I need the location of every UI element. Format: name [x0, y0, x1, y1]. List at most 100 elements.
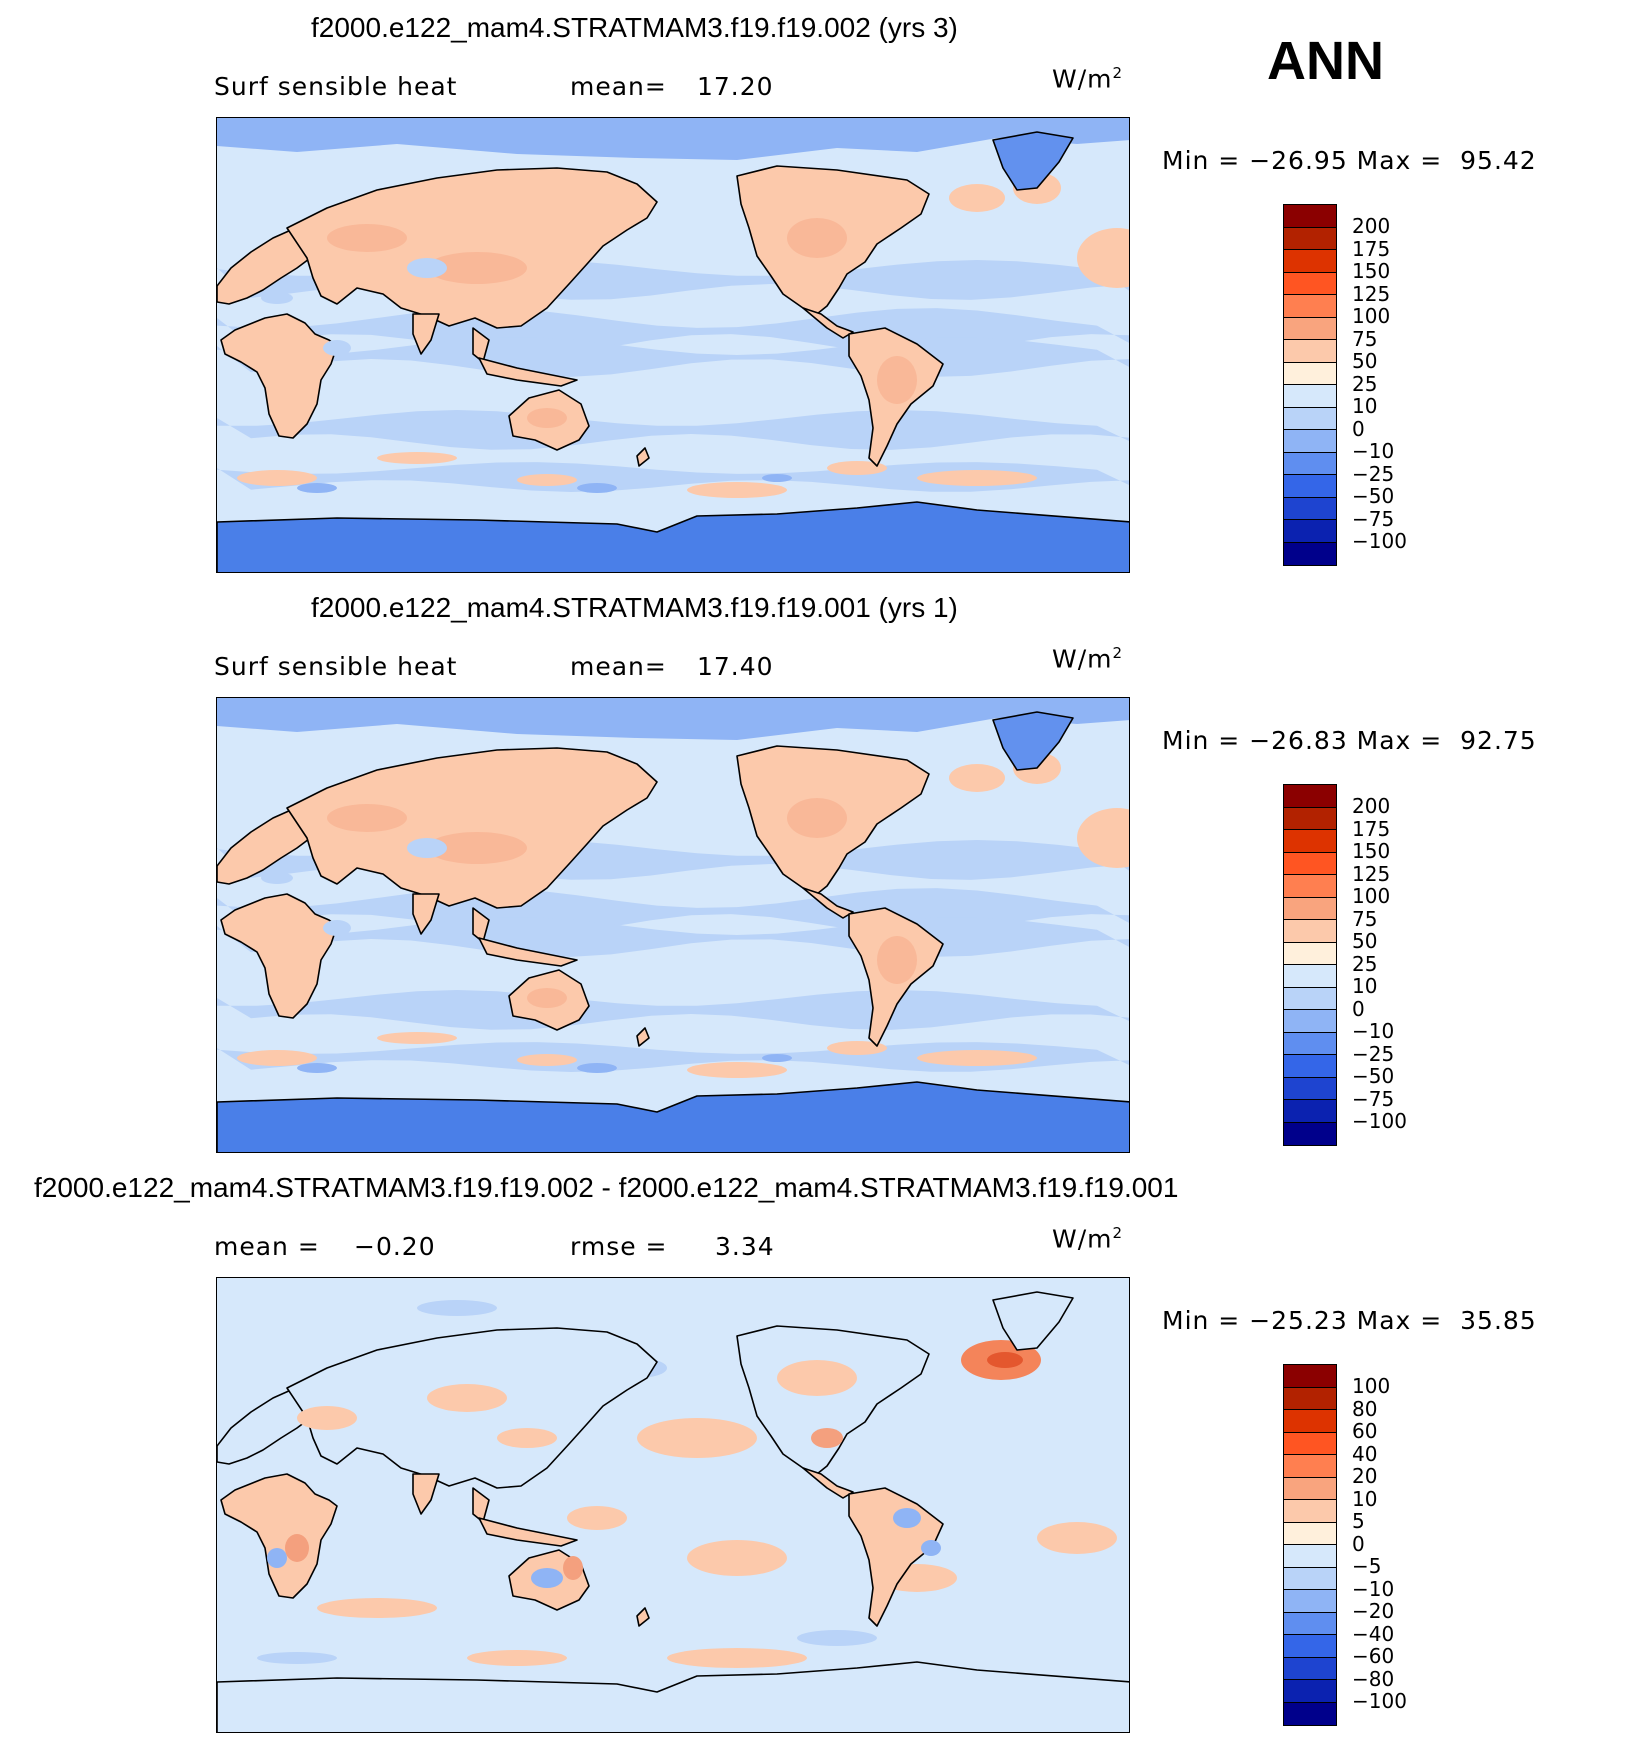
contour-patch [777, 1360, 857, 1396]
colorbar-swatch [1284, 807, 1336, 830]
colorbar-swatch [1284, 497, 1336, 520]
colorbar-tick-label: 60 [1352, 1419, 1378, 1443]
colorbar-tick-label: 50 [1352, 929, 1378, 953]
coastline-africa [220, 313, 338, 439]
contour-patch [237, 470, 317, 486]
colorbar-tick-label: 20 [1352, 1464, 1378, 1488]
contour-patch [427, 832, 527, 864]
colorbar-swatch [1284, 1387, 1336, 1410]
contour-patch [949, 184, 1005, 212]
contour-patch [567, 1506, 627, 1530]
contour-patch [787, 798, 847, 838]
world-map [216, 697, 1130, 1153]
coastline-india [412, 1473, 440, 1515]
contour-patch [762, 1054, 792, 1062]
coastline-indonesia [478, 937, 578, 967]
coastline-nz [636, 447, 650, 467]
colorbar-swatch [1284, 1545, 1336, 1568]
contour-patch [297, 1063, 337, 1073]
colorbar-tick-label: 10 [1352, 394, 1378, 418]
colorbar-tick-label: 25 [1352, 371, 1378, 396]
colorbar-tick-label: −100 [1352, 1109, 1407, 1133]
colorbar-swatch [1284, 227, 1336, 250]
contour-patch [563, 1556, 583, 1580]
contour-patch [1037, 1522, 1117, 1554]
colorbar-swatch [1284, 317, 1336, 340]
coastline-antarctica [217, 1081, 1129, 1152]
colorbar-swatch [1284, 1567, 1336, 1590]
colorbar-swatch [1284, 1635, 1336, 1658]
field-name: Surf sensible heat [214, 72, 458, 101]
panel-title: f2000.e122_mam4.STRATMAM3.f19.f19.002 - … [34, 1172, 1179, 1203]
colorbar-swatch [1284, 1477, 1336, 1500]
colorbar-swatch [1284, 1612, 1336, 1635]
contour-patch [637, 1418, 757, 1458]
coastline-indonesia [478, 357, 578, 387]
colorbar-swatch [1284, 1055, 1336, 1078]
colorbar-tick-label: −50 [1352, 1064, 1395, 1088]
contour-patch [1077, 228, 1129, 288]
colorbar-swatch [1284, 1077, 1336, 1100]
contour-patch [687, 1062, 787, 1078]
colorbar-tick-label: −10 [1352, 439, 1395, 463]
colorbar-swatch [1284, 920, 1336, 943]
colorbar-tick-label: 100 [1352, 1374, 1391, 1398]
colorbar-tick-label: 75 [1352, 906, 1378, 931]
contour-patch [917, 1050, 1037, 1066]
mean-value: 17.40 [697, 652, 774, 681]
colorbar-swatch [1284, 430, 1336, 453]
colorbar-swatch [1284, 897, 1336, 920]
colorbar-swatch [1284, 520, 1336, 543]
colorbar-swatch [1284, 1100, 1336, 1123]
colorbar-swatch [1284, 362, 1336, 385]
world-map [216, 117, 1130, 573]
colorbar-tick-label: 125 [1352, 861, 1391, 886]
rmse-value: 3.34 [715, 1232, 775, 1261]
colorbar-tick-label: −10 [1352, 1576, 1395, 1601]
colorbar-swatch [1284, 1590, 1336, 1613]
contour-patch [427, 1384, 507, 1412]
contour-patch [323, 920, 351, 936]
min-max-readout: Min = −26.95 Max = 95.42 [1162, 146, 1537, 175]
colorbar-swatch [1284, 1432, 1336, 1455]
colorbar [1283, 784, 1337, 1146]
contour-band [217, 410, 1129, 450]
colorbar-swatch [1284, 1500, 1336, 1523]
field-name: Surf sensible heat [214, 652, 458, 681]
contour-patch [267, 1548, 287, 1568]
contour-patch [377, 452, 457, 464]
colorbar-swatch [1284, 830, 1336, 853]
contour-patch [531, 1568, 563, 1588]
colorbar-swatch [1284, 965, 1336, 988]
contour-patch [257, 1652, 337, 1664]
colorbar-tick-label: 75 [1352, 326, 1378, 351]
coastline-indonesia [478, 1517, 578, 1547]
coastline-greenland [992, 1291, 1074, 1351]
contour-band [217, 990, 1129, 1030]
season-label: ANN [1267, 31, 1384, 91]
colorbar-tick-label: −10 [1352, 1019, 1395, 1043]
units-label: W/m2 [1052, 64, 1124, 94]
contour-patch [237, 1050, 317, 1066]
units-label: W/m2 [1052, 644, 1124, 674]
colorbar-swatch [1284, 340, 1336, 363]
min-max-readout: Min = −26.83 Max = 92.75 [1162, 726, 1537, 755]
colorbar-swatch [1284, 1032, 1336, 1055]
contour-patch [687, 482, 787, 498]
colorbar-swatch [1284, 1365, 1336, 1388]
colorbar-swatch [1284, 1657, 1336, 1680]
colorbar-tick-label: −75 [1352, 506, 1395, 531]
colorbar-tick-label: 0 [1352, 996, 1365, 1021]
colorbar-tick-label: 150 [1352, 839, 1391, 863]
coastline-europe [217, 229, 314, 305]
contour-patch [577, 483, 617, 493]
diff-mean-value: −0.20 [354, 1232, 436, 1261]
contour-patch [762, 474, 792, 482]
diff-mean-label: mean = [214, 1232, 320, 1261]
mean-value: 17.20 [697, 72, 774, 101]
contour-patch [317, 1598, 437, 1618]
colorbar [1283, 204, 1337, 566]
contour-patch [987, 1352, 1023, 1368]
contour-patch [877, 356, 917, 404]
panel-title: f2000.e122_mam4.STRATMAM3.f19.f19.002 (y… [311, 12, 958, 43]
